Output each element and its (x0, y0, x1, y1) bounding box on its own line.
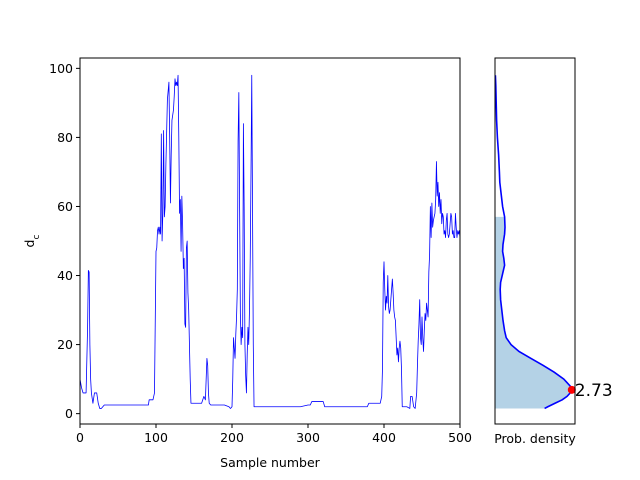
x-tick-label: 400 (372, 430, 396, 445)
y-tick-label: 40 (57, 268, 73, 283)
x-tick-label: 300 (296, 430, 320, 445)
main-plot: 0 100 200 300 400 500 0 20 40 60 80 100 Sample num… (22, 57, 472, 470)
x-axis-label: Sample number (220, 455, 320, 470)
x-tick-label: 200 (220, 430, 244, 445)
density-x-axis-label: Prob. density (494, 431, 576, 446)
y-axis-label: dc (22, 235, 42, 248)
density-fill (495, 216, 572, 409)
y-tick-label: 0 (65, 406, 73, 421)
density-plot-area: 2.73 (494, 75, 613, 410)
density-plot: 2.73 Prob. density (494, 57, 613, 446)
y-tick-label: 20 (57, 337, 73, 352)
y-tick-label: 100 (49, 61, 73, 76)
main-plot-area (79, 74, 461, 409)
density-plot-frame (494, 57, 576, 425)
mode-label: 2.73 (575, 381, 613, 401)
y-tick-label: 60 (57, 199, 73, 214)
main-y-axis: 0 20 40 60 80 100 (49, 61, 80, 421)
x-tick-label: 100 (144, 430, 168, 445)
mode-marker (567, 385, 576, 394)
y-tick-label: 80 (57, 130, 73, 145)
series-line (79, 74, 461, 409)
x-tick-label: 0 (76, 430, 84, 445)
main-x-axis: 0 100 200 300 400 500 (76, 424, 472, 445)
main-plot-frame (79, 57, 461, 425)
x-tick-label: 500 (448, 430, 472, 445)
